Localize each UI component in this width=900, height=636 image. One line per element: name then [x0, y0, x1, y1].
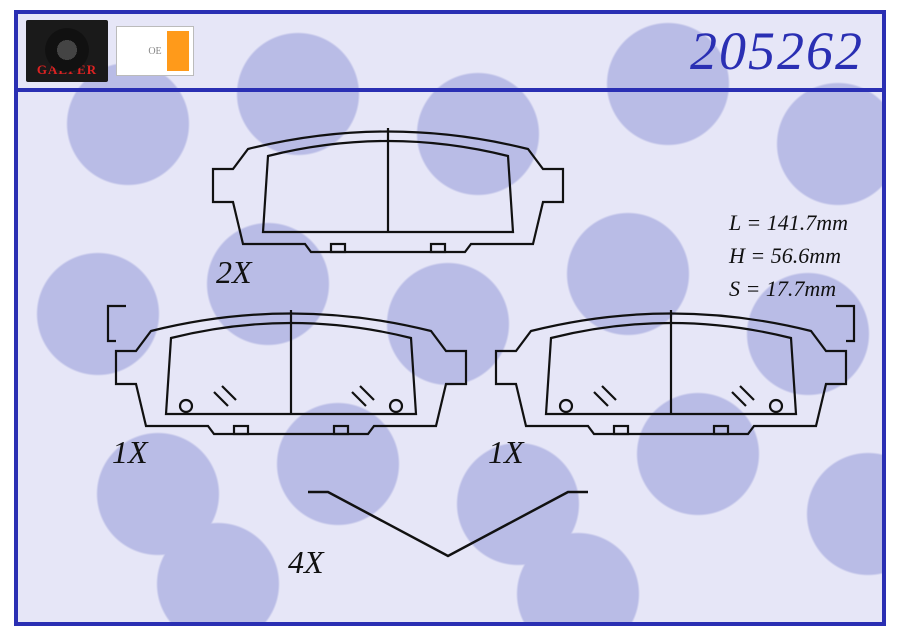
brake-pad-right — [496, 296, 846, 436]
brake-pad-left — [116, 296, 466, 436]
brand-logo: GALFER — [26, 20, 108, 82]
qty-label-right: 1X — [488, 434, 524, 471]
part-number: 205262 — [690, 20, 864, 82]
diagram-content: 2X 1X — [18, 96, 882, 622]
header-bar: GALFER OE 205262 — [18, 14, 882, 92]
qty-label-spring: 4X — [288, 544, 324, 581]
diagram-frame: GALFER OE 205262 2X — [14, 10, 886, 626]
dimensions-block: L = 141.7mm H = 56.6mm S = 17.7mm — [729, 206, 848, 305]
retainer-spring — [308, 484, 588, 564]
logo-group: GALFER OE — [26, 20, 194, 82]
brake-pad-top — [213, 114, 563, 254]
qty-label-top: 2X — [216, 254, 252, 291]
dim-S: S = 17.7mm — [729, 272, 848, 305]
dim-L: L = 141.7mm — [729, 206, 848, 239]
dim-H: H = 56.6mm — [729, 239, 848, 272]
oe-badge: OE — [116, 26, 194, 76]
qty-label-left: 1X — [112, 434, 148, 471]
